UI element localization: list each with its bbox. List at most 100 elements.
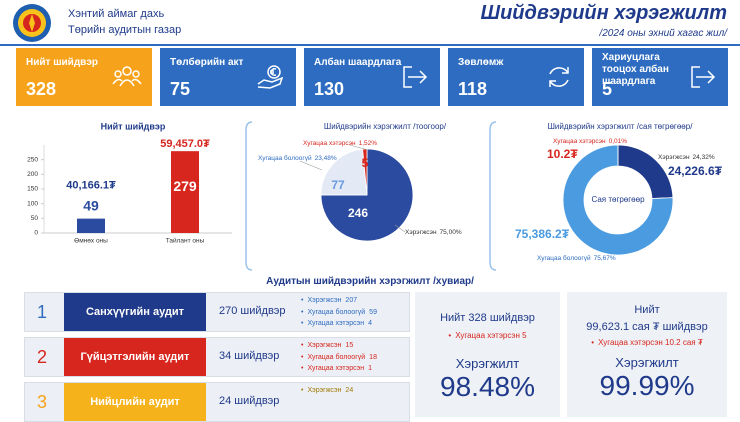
- value-label: 75,386.2₮: [515, 227, 570, 241]
- summary-rate-label: Хэрэгжилт: [415, 356, 560, 371]
- summary-rate-label: Хэрэгжилт: [567, 355, 727, 370]
- summary-panel: Нийт 99,623.1 сая ₮ шийдвэр Хугацаа хэтэ…: [567, 292, 727, 417]
- item-value: 1: [368, 365, 372, 372]
- annotation: 59,457.0₮: [160, 138, 210, 150]
- summary-rate: 99.99%: [567, 370, 727, 402]
- slice: [363, 149, 367, 195]
- x-tick-label: Тайлант оны: [166, 237, 205, 245]
- summary-panel: Нийт 328 шийдвэр Хугацаа хэтэрсэн 5 Хэрэ…: [415, 292, 560, 417]
- org-line: Хэнтий аймаг дахь: [68, 8, 164, 20]
- value-label: 24,226.6₮: [668, 164, 723, 178]
- y-tick-label: 0: [34, 230, 38, 237]
- audit-name: Нийцлийн аудит: [64, 383, 206, 421]
- audit-item: Хэрэгжсэн 24: [301, 385, 353, 397]
- item-value: 59: [369, 309, 377, 316]
- audit-index: 3: [37, 392, 47, 413]
- card-value: 5: [602, 79, 612, 100]
- stat-card: Хариуцлага тооцох албан шаардлага 5: [592, 48, 728, 106]
- summary-subheading: 99,623.1 сая ₮ шийдвэр: [567, 321, 727, 333]
- chart-title: Шийдвэрийн хэрэгжилт /сая төгрөгөөр/: [548, 122, 694, 131]
- audit-name: Санхүүгийн аудит: [64, 293, 206, 331]
- summary-heading: Нийт: [567, 304, 727, 316]
- item-label: Хугацаа болоогүй: [307, 309, 365, 316]
- item-label: Хугацаа хэтэрсэн: [307, 320, 364, 327]
- card-value: 75: [170, 79, 190, 100]
- value-label: 49: [83, 197, 99, 213]
- annotation: 40,166.1₮: [66, 180, 116, 192]
- summary-overdue: Хугацаа хэтэрсэн 5: [415, 331, 560, 340]
- slice: [563, 145, 673, 255]
- slice: [321, 149, 413, 241]
- x-tick-label: Өмнөх оны: [74, 238, 108, 245]
- card-value: 130: [314, 79, 344, 100]
- item-value: 24: [345, 387, 353, 394]
- item-value: 207: [345, 297, 357, 304]
- item-value: 4: [368, 320, 372, 327]
- leader-line: [350, 145, 368, 150]
- slice-percent: 24,32%: [693, 154, 715, 161]
- value-label: 5: [362, 156, 369, 170]
- bar: [77, 219, 105, 233]
- value-label: 246: [348, 206, 368, 220]
- audit-total: 24 шийдвэр: [219, 395, 279, 407]
- slice-percent: 0,01%: [609, 138, 628, 145]
- stat-card: Нийт шийдвэр 328: [16, 48, 152, 106]
- summary-overdue: Хугацаа хэтэрсэн 10.2 сая ₮: [567, 338, 727, 347]
- y-tick-label: 150: [27, 186, 38, 193]
- item-label: Хэрэгжсэн: [307, 342, 341, 349]
- slice-name: Хэрэгжсэн: [658, 154, 690, 161]
- logo: [6, 3, 58, 43]
- card-label: Төлбөрийн акт: [170, 57, 258, 69]
- item-value: 15: [345, 342, 353, 349]
- stat-card: Зөвлөмж 118: [448, 48, 584, 106]
- divider: [0, 44, 740, 46]
- stat-card: Албан шаардлага 130: [304, 48, 440, 106]
- card-label: Нийт шийдвэр: [26, 57, 114, 69]
- separator: [246, 122, 252, 270]
- stat-card: Төлбөрийн акт 75: [160, 48, 296, 106]
- audit-row: 3 Нийцлийн аудит 24 шийдвэр Хэрэгжсэн 24: [24, 382, 410, 422]
- y-tick-label: 250: [27, 156, 38, 163]
- audit-item: Хэрэгжсэн 15: [301, 340, 377, 352]
- item-value: 18: [369, 354, 377, 361]
- y-tick-label: 100: [27, 200, 38, 207]
- summary-rate: 98.48%: [415, 371, 560, 403]
- separator: [490, 122, 496, 270]
- item-label: Хэрэгжсэн: [307, 387, 341, 394]
- slice-percent: 1,52%: [359, 140, 378, 147]
- leader-line: [395, 225, 405, 232]
- card-value: 118: [458, 79, 487, 100]
- card-label: Хариуцлага тооцох албан шаардлага: [602, 52, 690, 88]
- y-tick-label: 50: [31, 215, 39, 222]
- leader-line: [300, 161, 322, 170]
- icon: [544, 64, 574, 90]
- y-tick-label: 200: [27, 171, 38, 178]
- bar: [171, 151, 199, 233]
- audit-total: 34 шийдвэр: [219, 350, 279, 362]
- chart-title: Нийт шийдвэр: [101, 121, 166, 131]
- summary-heading: Нийт 328 шийдвэр: [415, 312, 560, 324]
- org-line: Төрийн аудитын газар: [68, 24, 181, 36]
- slice-percent: 75,00%: [440, 229, 462, 236]
- icon: [688, 64, 718, 90]
- value-label: 279: [173, 178, 197, 194]
- page-title: Шийдвэрийн хэрэгжилт: [480, 2, 727, 25]
- section-title: Аудитын шийдвэрийн хэрэгжилт /хувиар/: [0, 276, 740, 287]
- slice-percent: 75,67%: [594, 255, 616, 262]
- slice-name: Хугацаа хэтэрсэн: [553, 138, 606, 145]
- value-label: 10.2₮: [547, 147, 578, 161]
- card-value: 328: [26, 79, 56, 100]
- icon: [112, 64, 142, 90]
- audit-items: Хэрэгжсэн 24: [301, 385, 353, 397]
- audit-index: 2: [37, 347, 47, 368]
